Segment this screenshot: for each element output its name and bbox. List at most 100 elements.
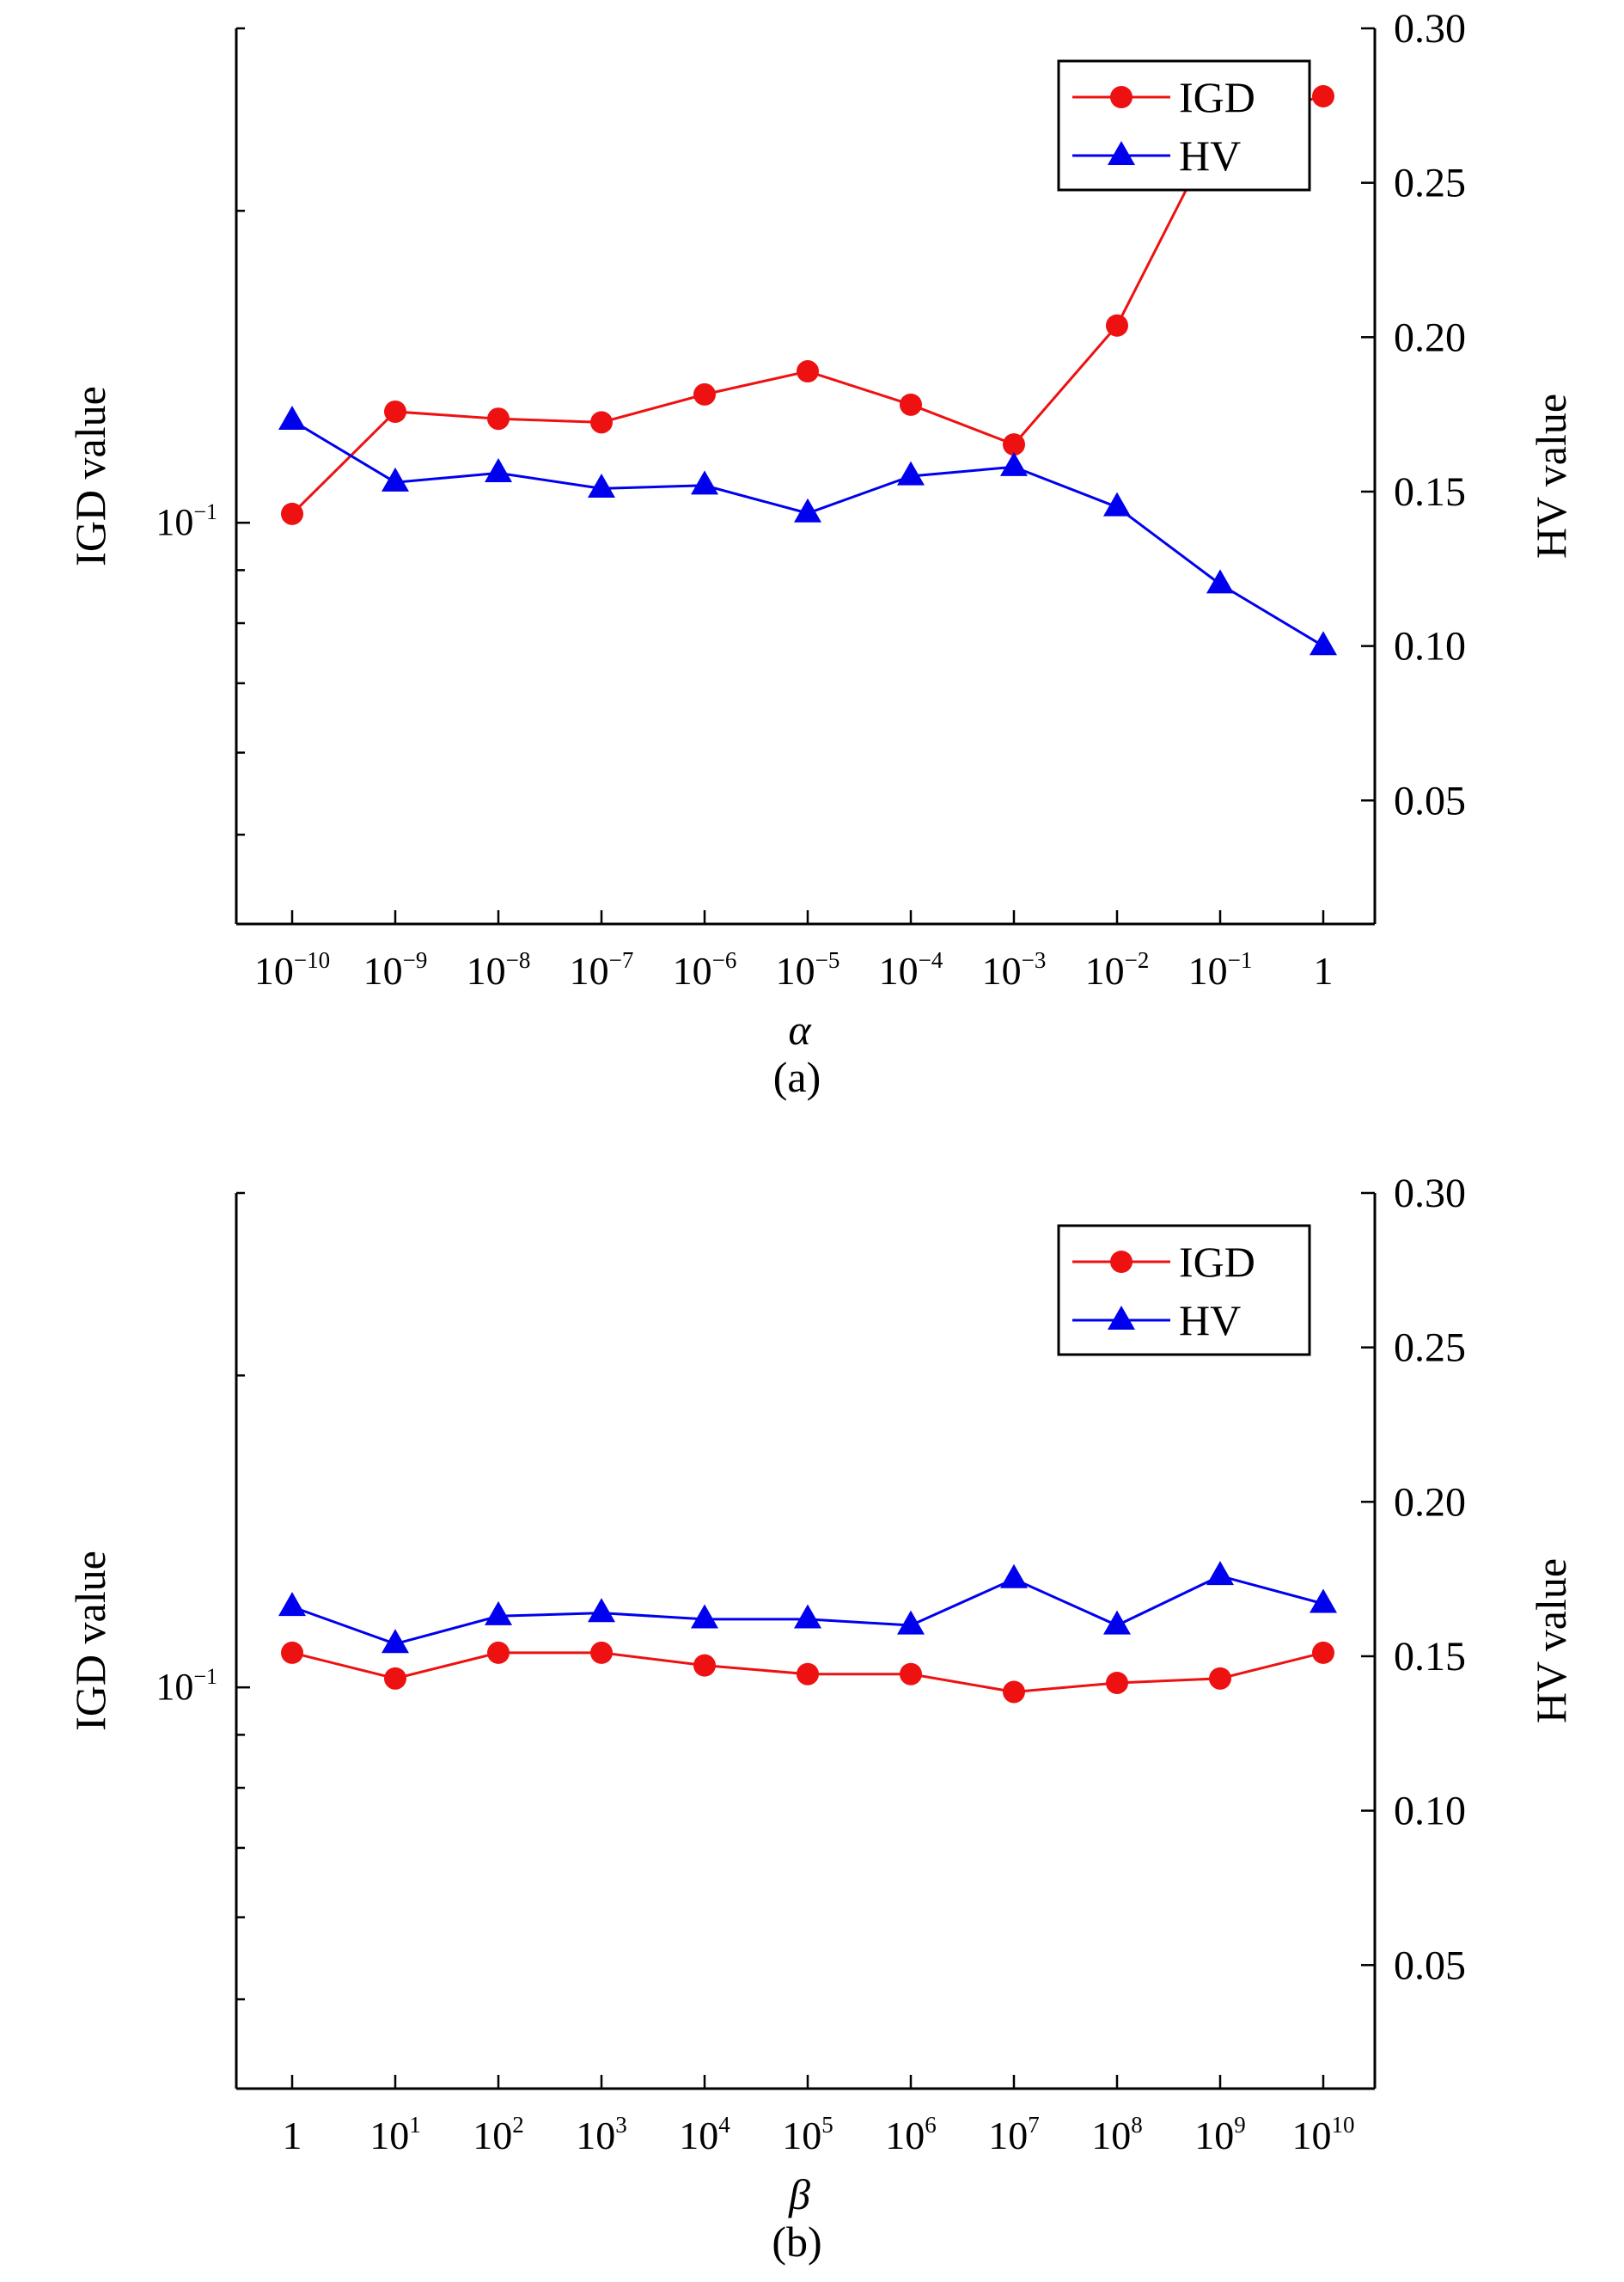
x-axis-label: α — [788, 1006, 812, 1054]
igd-point — [384, 1667, 406, 1690]
igd-point — [487, 407, 510, 431]
hv-point — [1103, 1610, 1131, 1635]
right-tick-label: 0.10 — [1394, 624, 1466, 670]
chart-panel-b: 10−1 0.05 0.10 0.15 0.20 0.25 0.30 1 101 102 103 10… — [66, 1171, 1575, 2266]
hv-point — [588, 474, 615, 499]
x-tick-label: 109 — [1194, 2112, 1246, 2157]
hv-point — [897, 461, 925, 486]
hv-point — [691, 1604, 718, 1629]
hv-point — [794, 498, 821, 523]
igd-point — [1106, 314, 1128, 337]
right-tick-label: 0.05 — [1394, 778, 1466, 823]
hv-point — [1000, 451, 1028, 476]
igd-point — [1003, 1680, 1025, 1704]
igd-point — [693, 1654, 716, 1677]
hv-point — [897, 1610, 925, 1635]
hv-point — [691, 470, 718, 495]
x-tick-label: 10−10 — [254, 947, 330, 993]
legend-marker-hv — [1108, 1306, 1135, 1330]
x-tick-label: 10−7 — [570, 947, 634, 993]
hv-point — [1310, 631, 1337, 656]
igd-point — [1312, 1641, 1334, 1664]
igd-point — [1003, 433, 1025, 456]
x-tick-label: 10−3 — [982, 947, 1047, 993]
x-tick-label: 106 — [885, 2112, 937, 2157]
right-tick-label: 0.10 — [1394, 1789, 1466, 1834]
hv-point — [382, 1629, 409, 1654]
legend-label: HV — [1179, 132, 1241, 180]
hv-point — [382, 467, 409, 492]
igd-point — [1106, 1671, 1128, 1694]
igd-point — [590, 1641, 613, 1664]
right-tick-label: 0.30 — [1394, 6, 1466, 52]
right-tick-label: 0.15 — [1394, 469, 1466, 515]
right-tick-label: 0.20 — [1394, 1479, 1466, 1525]
igd-point — [384, 400, 406, 423]
legend: IGD HV — [1057, 1224, 1311, 1356]
hv-point — [1000, 1563, 1028, 1588]
x-tick-label: 1 — [283, 2114, 302, 2157]
x-tick-label: 10−6 — [673, 947, 737, 993]
igd-point — [1209, 1667, 1231, 1690]
hv-point — [1206, 569, 1234, 594]
left-tick-label: 10−1 — [156, 499, 217, 543]
right-tick-label: 0.05 — [1394, 1942, 1466, 1988]
x-tick-label: 102 — [473, 2112, 524, 2157]
x-tick-label: 101 — [369, 2112, 421, 2157]
legend-marker-igd — [1110, 86, 1133, 108]
right-tick-label: 0.20 — [1394, 315, 1466, 360]
right-tick-label: 0.30 — [1394, 1171, 1466, 1216]
igd-point — [1312, 84, 1334, 107]
x-tick-label: 104 — [679, 2112, 730, 2157]
x-tick-label: 10−1 — [1188, 947, 1253, 993]
x-tick-label: 108 — [1091, 2112, 1143, 2157]
right-tick-label: 0.25 — [1394, 1325, 1466, 1371]
legend-box — [1057, 1224, 1311, 1356]
igd-point — [590, 411, 613, 434]
left-axis-label: IGD value — [66, 386, 114, 566]
hv-point — [485, 458, 512, 483]
igd-point — [900, 1662, 922, 1685]
x-tick-label: 105 — [782, 2112, 833, 2157]
legend-label: HV — [1179, 1296, 1241, 1344]
panel-label: (a) — [773, 1053, 821, 1101]
igd-point — [281, 1641, 303, 1664]
hv-point — [1310, 1588, 1337, 1613]
chart-panel-a: 10−1 0.05 0.10 0.15 0.20 0.25 0.30 10−10 10−9 10−… — [66, 6, 1575, 1101]
hv-point — [278, 1592, 306, 1617]
hv-point — [794, 1604, 821, 1629]
right-tick-label: 0.15 — [1394, 1634, 1466, 1679]
legend-label: IGD — [1179, 73, 1255, 121]
legend: IGD HV — [1057, 59, 1311, 192]
right-tick-label: 0.25 — [1394, 161, 1466, 206]
series-line-hv — [291, 419, 1324, 647]
x-tick-label: 1010 — [1292, 2112, 1355, 2157]
x-tick-label: 10−4 — [879, 947, 943, 993]
x-tick-label: 10−2 — [1085, 947, 1150, 993]
left-tick-label: 10−1 — [156, 1664, 217, 1708]
igd-point — [281, 502, 303, 525]
x-tick-label: 103 — [576, 2112, 627, 2157]
hv-point — [485, 1600, 512, 1625]
x-tick-label: 10−5 — [776, 947, 840, 993]
x-tick-label: 1 — [1314, 949, 1334, 993]
right-axis-label: HV value — [1527, 394, 1575, 559]
legend-box — [1057, 59, 1311, 192]
hv-point — [1103, 492, 1131, 517]
left-axis-label: IGD value — [66, 1551, 114, 1731]
igd-point — [900, 393, 922, 416]
panel-label: (b) — [772, 2218, 821, 2266]
right-axis-label: HV value — [1527, 1558, 1575, 1723]
x-axis-label: β — [788, 2170, 810, 2218]
igd-point — [487, 1641, 510, 1664]
hv-point — [278, 405, 306, 430]
legend-marker-hv — [1108, 141, 1135, 165]
legend-label: IGD — [1179, 1238, 1255, 1286]
legend-marker-igd — [1110, 1251, 1133, 1273]
igd-point — [797, 360, 819, 383]
hv-point — [588, 1598, 615, 1623]
igd-point — [797, 1662, 819, 1685]
igd-point — [693, 382, 716, 406]
x-tick-label: 10−8 — [467, 947, 531, 993]
